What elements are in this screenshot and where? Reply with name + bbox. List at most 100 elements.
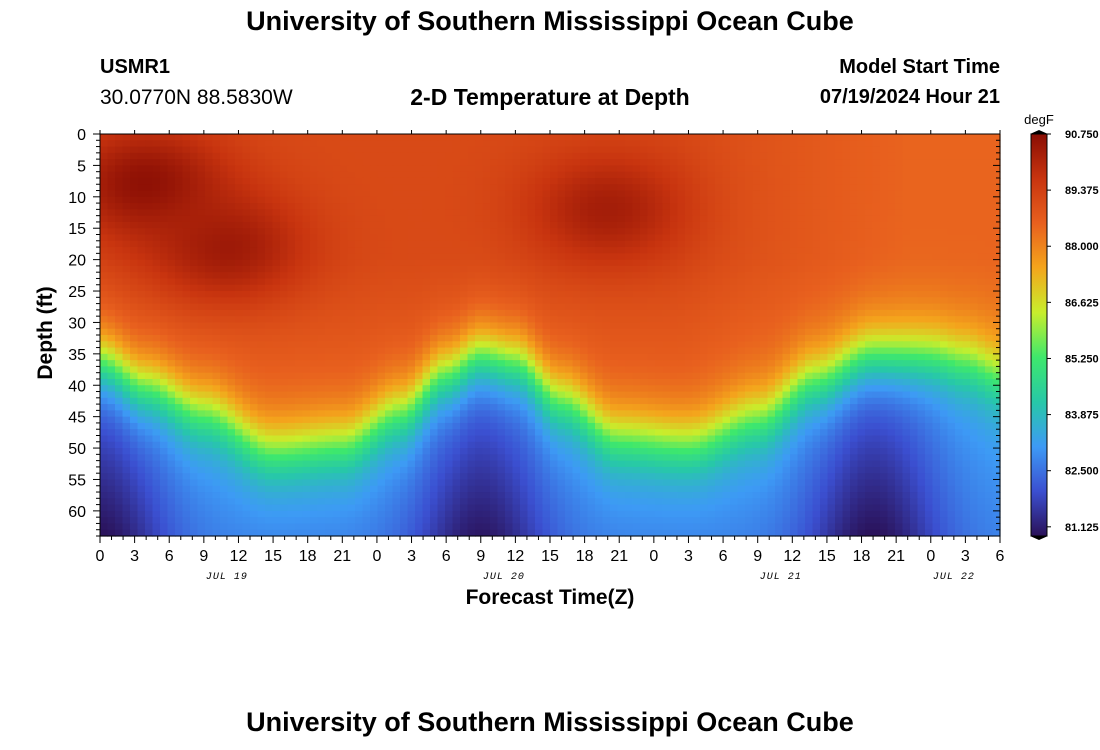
heatmap-cell xyxy=(445,278,454,286)
heatmap-cell xyxy=(730,378,739,386)
heatmap-cell xyxy=(160,385,169,393)
heatmap-cell xyxy=(287,341,296,349)
heatmap-cell xyxy=(295,171,304,179)
heatmap-cell xyxy=(212,303,221,311)
heatmap-cell xyxy=(730,297,739,305)
heatmap-cell xyxy=(445,234,454,242)
heatmap-cell xyxy=(160,353,169,361)
heatmap-cell xyxy=(280,259,289,267)
heatmap-cell xyxy=(692,184,701,192)
heatmap-cell xyxy=(490,372,499,380)
heatmap-cell xyxy=(977,297,986,305)
heatmap-cell xyxy=(925,297,934,305)
heatmap-cell xyxy=(452,309,461,317)
heatmap-cell xyxy=(497,177,506,185)
heatmap-cell xyxy=(580,253,589,261)
heatmap-cell xyxy=(385,253,394,261)
heatmap-cell xyxy=(445,284,454,292)
heatmap-cell xyxy=(580,196,589,204)
heatmap-cell xyxy=(767,152,776,160)
heatmap-cell xyxy=(100,378,109,386)
heatmap-cell xyxy=(962,335,971,342)
heatmap-cell xyxy=(475,240,484,248)
heatmap-cell xyxy=(122,177,131,185)
heatmap-cell xyxy=(985,291,994,298)
heatmap-cell xyxy=(655,372,664,380)
heatmap-cell xyxy=(415,177,424,185)
heatmap-cell xyxy=(295,278,304,286)
heatmap-cell xyxy=(932,184,941,192)
heatmap-cell xyxy=(692,140,701,148)
heatmap-cell xyxy=(302,228,311,236)
heatmap-cell xyxy=(805,209,814,217)
heatmap-cell xyxy=(160,159,169,167)
heatmap-cell xyxy=(805,309,814,317)
heatmap-cell xyxy=(520,209,529,217)
heatmap-cell xyxy=(565,140,574,148)
heatmap-cell xyxy=(145,184,154,192)
heatmap-cell xyxy=(437,303,446,311)
heatmap-cell xyxy=(250,140,259,148)
heatmap-cell xyxy=(625,328,634,336)
heatmap-cell xyxy=(280,196,289,204)
heatmap-cell xyxy=(625,291,634,298)
heatmap-cell xyxy=(205,215,214,223)
heatmap-cell xyxy=(917,259,926,267)
heatmap-cell xyxy=(865,309,874,317)
heatmap-cell xyxy=(917,228,926,236)
heatmap-cell xyxy=(737,259,746,267)
heatmap-cell xyxy=(895,265,904,273)
heatmap-cell xyxy=(917,297,926,305)
heatmap-cell xyxy=(287,234,296,242)
heatmap-cell xyxy=(212,152,221,160)
heatmap-cell xyxy=(227,215,236,223)
heatmap-cell xyxy=(490,134,499,141)
heatmap-cell xyxy=(940,297,949,305)
heatmap-cell xyxy=(692,259,701,267)
heatmap-cell xyxy=(347,171,356,179)
heatmap-cell xyxy=(160,171,169,179)
heatmap-cell xyxy=(512,221,521,229)
heatmap-cell xyxy=(617,134,626,141)
heatmap-cell xyxy=(715,228,724,236)
heatmap-cell xyxy=(287,291,296,298)
heatmap-cell xyxy=(887,228,896,236)
heatmap-cell xyxy=(700,228,709,236)
heatmap-cell xyxy=(182,177,191,185)
heatmap-cell xyxy=(910,228,919,236)
heatmap-cell xyxy=(685,165,694,173)
heatmap-cell xyxy=(182,221,191,229)
heatmap-cell xyxy=(527,240,536,248)
heatmap-cell xyxy=(745,221,754,229)
heatmap-cell xyxy=(280,378,289,386)
heatmap-cell xyxy=(970,366,979,374)
heatmap-cell xyxy=(310,272,319,280)
heatmap-cell xyxy=(805,378,814,386)
heatmap-cell xyxy=(482,341,491,349)
heatmap-cell xyxy=(265,353,274,361)
heatmap-cell xyxy=(760,247,769,254)
heatmap-cell xyxy=(107,159,116,167)
heatmap-cell xyxy=(325,253,334,261)
heatmap-cell xyxy=(235,215,244,223)
heatmap-cell xyxy=(370,347,379,355)
heatmap-cell xyxy=(812,247,821,254)
heatmap-cell xyxy=(970,203,979,210)
heatmap-cell xyxy=(512,316,521,324)
heatmap-cell xyxy=(752,385,761,393)
heatmap-cell xyxy=(475,291,484,298)
heatmap-cell xyxy=(910,134,919,141)
heatmap-cell xyxy=(595,341,604,349)
heatmap-cell xyxy=(452,272,461,280)
heatmap-cell xyxy=(767,366,776,374)
heatmap-cell xyxy=(460,353,469,361)
heatmap-cell xyxy=(377,335,386,342)
heatmap-cell xyxy=(302,391,311,399)
heatmap-cell xyxy=(902,165,911,173)
heatmap-cell xyxy=(527,347,536,355)
heatmap-cell xyxy=(407,385,416,393)
heatmap-cell xyxy=(430,146,439,154)
heatmap-cell xyxy=(715,297,724,305)
heatmap-cell xyxy=(925,335,934,342)
heatmap-cell xyxy=(287,322,296,330)
